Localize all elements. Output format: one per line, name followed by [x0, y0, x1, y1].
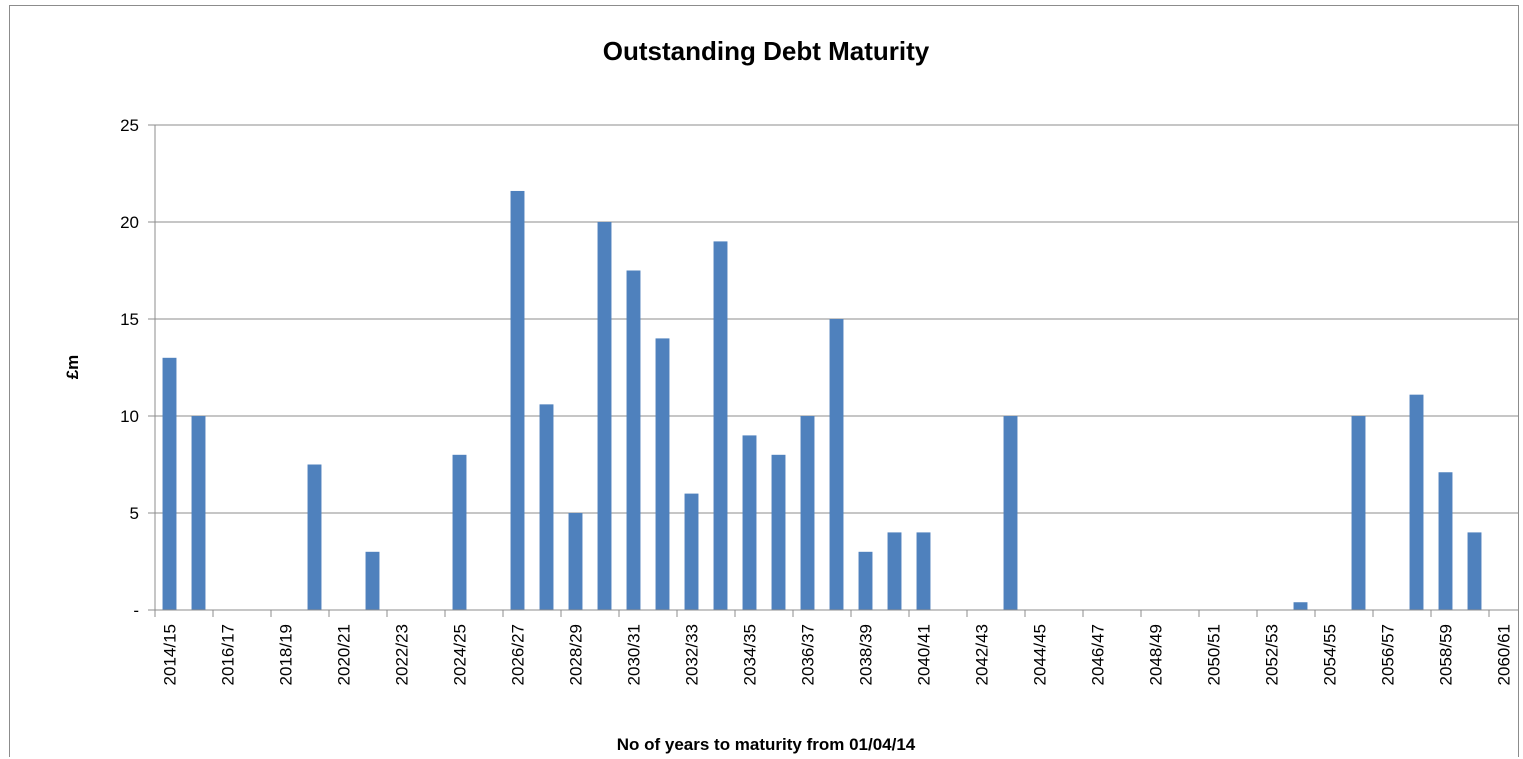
y-tick-label: - — [133, 601, 139, 620]
y-tick-label: 15 — [120, 310, 139, 329]
bar-2034-35 — [742, 435, 757, 610]
x-tick-label: 2036/37 — [799, 624, 818, 685]
x-tick-label: 2018/19 — [277, 624, 296, 685]
bar-2026-27 — [510, 190, 525, 610]
x-tick-label: 2022/23 — [393, 624, 412, 685]
bar-2055-56 — [1351, 416, 1366, 610]
x-tick-label: 2032/33 — [683, 624, 702, 685]
bar-2029-30 — [597, 222, 612, 610]
bar-2037-38 — [829, 319, 844, 610]
x-tick-label: 2020/21 — [335, 624, 354, 685]
bar-2015-16 — [191, 416, 206, 610]
x-tick-label: 2042/43 — [973, 624, 992, 685]
bar-2019-20 — [307, 464, 322, 610]
bar-2036-37 — [800, 416, 815, 610]
y-tick-label: 20 — [120, 213, 139, 232]
y-axis-title: £m — [63, 355, 82, 380]
bar-2021-22 — [365, 551, 380, 610]
bar-2032-33 — [684, 493, 699, 610]
x-tick-label: 2056/57 — [1379, 624, 1398, 685]
x-tick-label: 2024/25 — [451, 624, 470, 685]
x-tick-label: 2058/59 — [1437, 624, 1456, 685]
bar-2030-31 — [626, 270, 641, 610]
bar-2024-25 — [452, 454, 467, 610]
x-tick-label: 2016/17 — [219, 624, 238, 685]
axes: - 5 10 15 20 25 2014/15 2016/17 2018/19 2020/21 20… — [120, 116, 1518, 685]
bar-2040-41 — [916, 532, 931, 610]
x-axis-title: No of years to maturity from 01/04/14 — [617, 735, 916, 754]
x-tick-label: 2038/39 — [857, 624, 876, 685]
y-tick-label: 25 — [120, 116, 139, 135]
x-tick-label: 2052/53 — [1263, 624, 1282, 685]
chart-frame — [9, 5, 1519, 757]
bar-2031-32 — [655, 338, 670, 610]
x-tick-label: 2044/45 — [1031, 624, 1050, 685]
bar-2035-36 — [771, 454, 786, 610]
x-tick-label: 2034/35 — [741, 624, 760, 685]
bar-2039-40 — [887, 532, 902, 610]
bar-2014-15 — [162, 357, 177, 610]
x-tick-label: 2030/31 — [625, 624, 644, 685]
x-tick-label: 2046/47 — [1089, 624, 1108, 685]
bar-2028-29 — [568, 513, 583, 610]
bars — [162, 190, 1482, 610]
bar-2057-58 — [1409, 394, 1424, 610]
bar-2059-60 — [1467, 532, 1482, 610]
x-tick-label: 2060/61 — [1495, 624, 1514, 685]
x-tick-label: 2040/41 — [915, 624, 934, 685]
x-tick-label: 2026/27 — [509, 624, 528, 685]
bar-2033-34 — [713, 241, 728, 610]
y-tick-label: 5 — [130, 504, 139, 523]
x-tick-label: 2028/29 — [567, 624, 586, 685]
x-tick-label: 2054/55 — [1321, 624, 1340, 685]
bar-2043-44 — [1003, 416, 1018, 610]
x-tick-label: 2048/49 — [1147, 624, 1166, 685]
y-tick-label: 10 — [120, 407, 139, 426]
bar-2053-54 — [1293, 602, 1308, 610]
bar-2058-59 — [1438, 472, 1453, 610]
bar-2038-39 — [858, 551, 873, 610]
x-tick-label: 2014/15 — [161, 624, 180, 685]
bar-2027-28 — [539, 404, 554, 610]
chart-title: Outstanding Debt Maturity — [603, 36, 930, 66]
x-tick-label: 2050/51 — [1205, 624, 1224, 685]
